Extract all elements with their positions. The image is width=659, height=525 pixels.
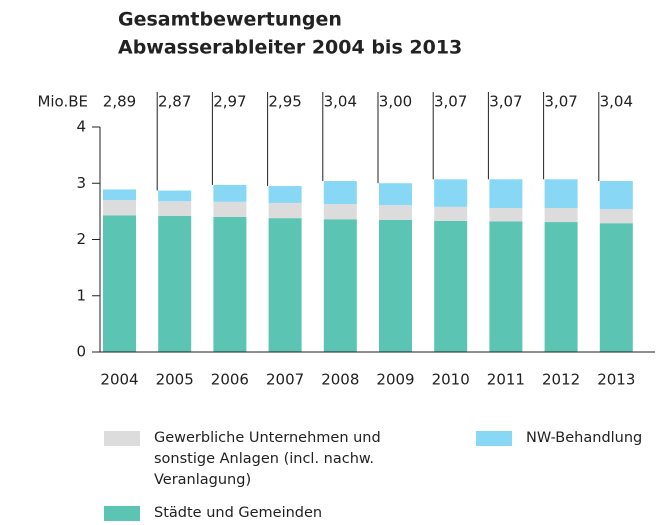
bar-segment xyxy=(323,204,357,220)
x-tick-label: 2010 xyxy=(432,371,470,389)
x-tick-label: 2011 xyxy=(487,371,525,389)
bar-segment xyxy=(213,217,247,352)
bar-segment xyxy=(489,221,523,352)
chart-title: Gesamtbewertungen xyxy=(118,9,342,31)
bar-segment xyxy=(434,220,468,352)
bar-segment xyxy=(434,206,468,221)
bar-segment xyxy=(103,200,136,216)
y-tick-label: 0 xyxy=(76,343,86,361)
legend-label: NW-Behandlung xyxy=(526,430,643,446)
bar-segment xyxy=(103,215,136,352)
legend-swatch xyxy=(476,431,512,446)
bar-segment xyxy=(158,190,192,202)
bar-segment xyxy=(268,186,302,203)
bar-segment xyxy=(544,179,578,208)
total-label: 2,89 xyxy=(103,93,136,111)
bar-segment xyxy=(434,179,468,207)
bar-segment xyxy=(158,201,192,216)
chart-title: Abwasserableiter 2004 bis 2013 xyxy=(118,37,462,59)
total-label: 3,04 xyxy=(600,93,633,111)
x-tick-label: 2004 xyxy=(100,371,138,389)
bar-segment xyxy=(103,189,136,201)
y-unit-label: Mio.BE xyxy=(37,93,88,111)
bar-segment xyxy=(599,181,633,210)
x-tick-label: 2008 xyxy=(321,371,359,389)
bar-segment xyxy=(268,202,302,219)
y-tick-label: 2 xyxy=(76,230,86,248)
total-label: 3,07 xyxy=(544,93,577,111)
y-tick-label: 4 xyxy=(76,118,86,136)
bar-segment xyxy=(379,183,412,206)
bar-segment xyxy=(323,181,357,205)
total-label: 3,07 xyxy=(489,93,522,111)
y-tick-label: 1 xyxy=(76,286,86,304)
bar-segment xyxy=(379,205,412,220)
total-label: 3,00 xyxy=(379,93,412,111)
x-tick-label: 2006 xyxy=(211,371,249,389)
bar-segment xyxy=(489,208,523,222)
legend-swatch xyxy=(104,431,140,446)
bar-segment xyxy=(268,218,302,352)
x-tick-label: 2005 xyxy=(156,371,194,389)
legend-label: Gewerbliche Unternehmen und sonstige Anl… xyxy=(154,430,381,488)
bar-segment xyxy=(489,179,523,208)
bar-segment xyxy=(213,184,247,202)
total-label: 2,87 xyxy=(158,93,191,111)
bar-segment xyxy=(599,223,633,352)
bar-segment xyxy=(323,219,357,352)
y-tick-label: 3 xyxy=(76,174,86,192)
bar-segment xyxy=(544,208,578,223)
bar-segment xyxy=(599,209,633,224)
total-label: 3,07 xyxy=(434,93,467,111)
bar-segment xyxy=(379,219,412,352)
bar-segment xyxy=(158,215,192,352)
total-label: 2,95 xyxy=(268,93,301,111)
x-tick-label: 2007 xyxy=(266,371,304,389)
bar-segment xyxy=(544,222,578,352)
total-label: 2,97 xyxy=(213,93,246,111)
legend-swatch xyxy=(104,506,140,521)
x-tick-label: 2009 xyxy=(376,371,414,389)
total-label: 3,04 xyxy=(324,93,357,111)
x-tick-label: 2013 xyxy=(597,371,635,389)
legend-label: Städte und Gemeinden xyxy=(154,505,323,521)
bar-segment xyxy=(213,201,247,217)
x-tick-label: 2012 xyxy=(542,371,580,389)
